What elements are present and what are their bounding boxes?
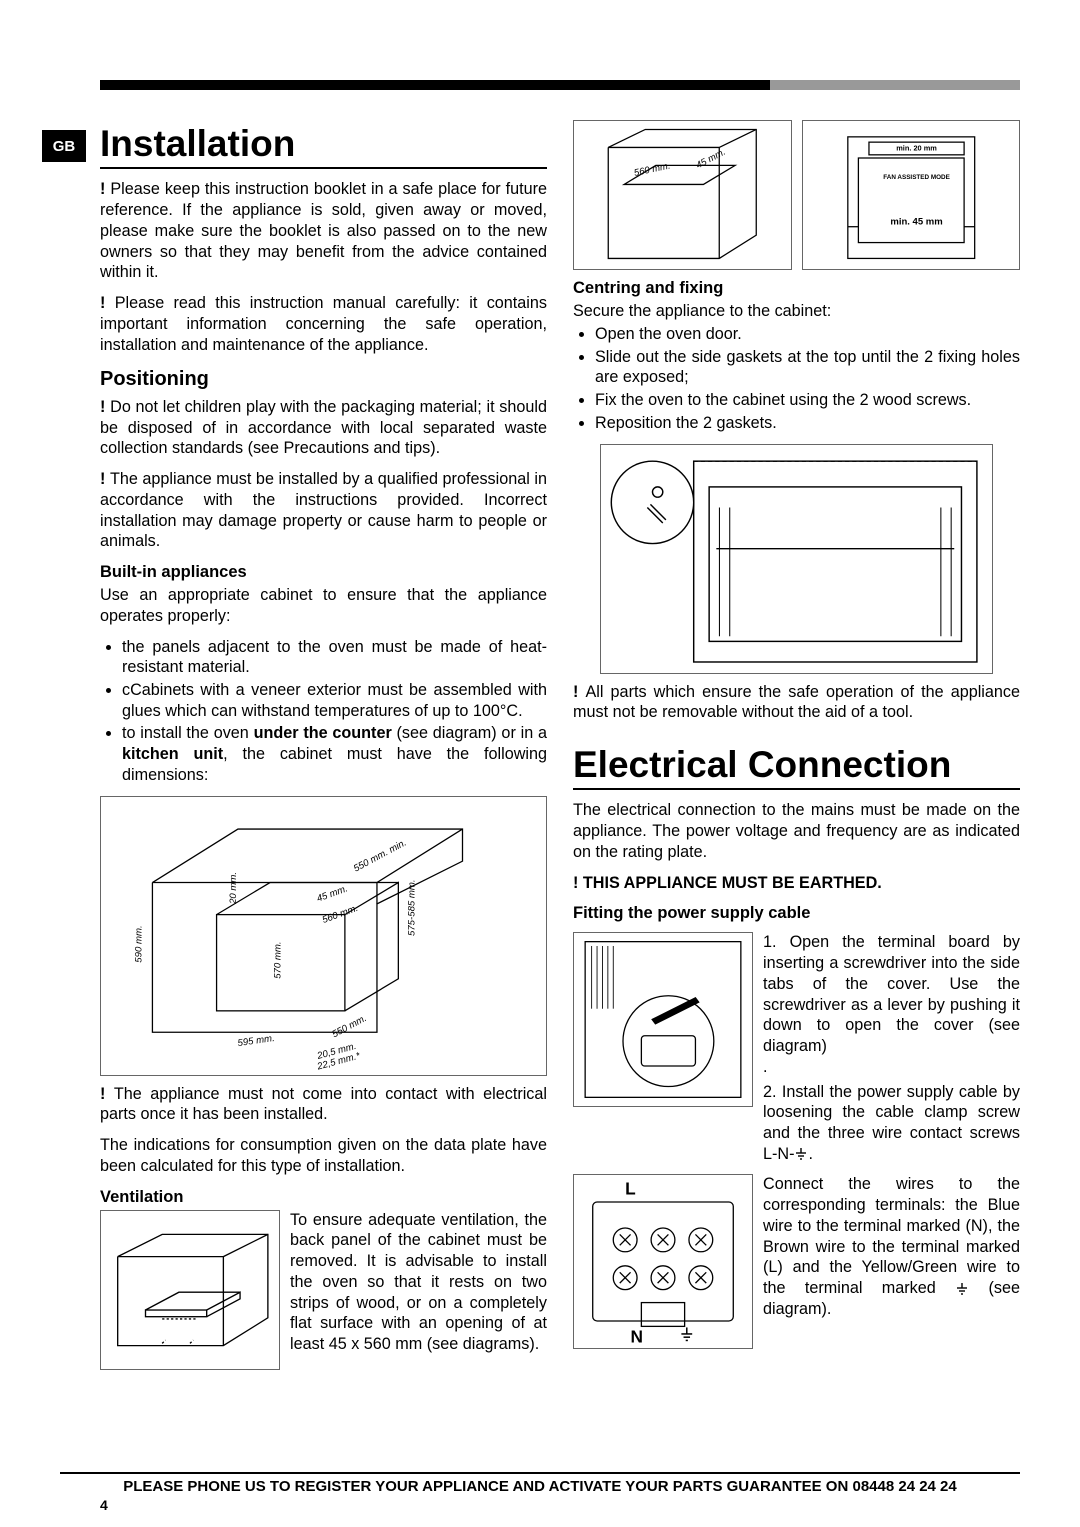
top-gap-diagrams: 560 mm. 45 mm. min. 20 mm FAN ASSISTED M…	[573, 120, 1020, 270]
electrical-intro: The electrical connection to the mains m…	[573, 800, 1020, 862]
terminal-block-2: L N Connect the wires to the correspondi…	[573, 1174, 1020, 1349]
svg-text:590 mm.: 590 mm.	[134, 925, 145, 962]
list-item: to install the oven under the counter (s…	[122, 723, 547, 785]
svg-text:550 mm.: 550 mm.	[330, 1013, 368, 1040]
oven-front-diagram	[600, 444, 993, 674]
list-item: Fix the oven to the cabinet using the 2 …	[595, 390, 1020, 411]
top-rule	[100, 80, 1020, 90]
cabinet-dimensions-diagram: 590 mm. 20 mm. 570 mm. 45 mm. 560 mm. 55…	[100, 796, 547, 1076]
list-item: Reposition the 2 gaskets.	[595, 413, 1020, 434]
svg-text:575-585 mm.: 575-585 mm.	[406, 879, 417, 936]
builtin-intro: Use an appropriate cabinet to ensure tha…	[100, 585, 547, 626]
svg-text:L: L	[625, 1179, 636, 1199]
list-item: cCabinets with a veneer exterior must be…	[122, 680, 547, 721]
list-item: the panels adjacent to the oven must be …	[122, 637, 547, 678]
svg-text:45 mm.: 45 mm.	[315, 883, 349, 904]
installation-heading: Installation	[100, 120, 547, 169]
svg-text:570 mm.: 570 mm.	[273, 941, 284, 978]
positioning-p4: The indications for consumption given on…	[100, 1135, 547, 1176]
ventilation-heading: Ventilation	[100, 1187, 547, 1208]
positioning-p2: The appliance must be installed by a qua…	[100, 469, 547, 552]
page-content: Installation Please keep this instructio…	[100, 120, 1020, 1467]
svg-text:20 mm.: 20 mm.	[228, 872, 239, 905]
intro-warning-1: Please keep this instruction booklet in …	[100, 179, 547, 283]
ventilation-block: To ensure adequate ventilation, the back…	[100, 1210, 547, 1370]
ventilation-diagram	[100, 1210, 280, 1370]
intro-warning-2: Please read this instruction manual care…	[100, 293, 547, 355]
ventilation-text: To ensure adequate ventilation, the back…	[290, 1210, 547, 1370]
svg-text:560 mm.: 560 mm.	[633, 160, 671, 178]
electrical-step2: 2. Install the power supply cable by loo…	[763, 1082, 1020, 1165]
svg-text:min. 45 mm: min. 45 mm	[890, 217, 942, 228]
svg-text:595 mm.: 595 mm.	[237, 1033, 276, 1049]
centring-heading: Centring and fixing	[573, 278, 1020, 299]
fitting-heading: Fitting the power supply cable	[573, 903, 1020, 924]
gap-diagram-1: 560 mm. 45 mm.	[573, 120, 792, 270]
terminal-block-1: 1. Open the terminal board by inserting …	[573, 932, 1020, 1164]
svg-text:FAN ASSISTED MODE: FAN ASSISTED MODE	[883, 174, 950, 181]
centring-list: Open the oven door. Slide out the side g…	[573, 324, 1020, 434]
list-item: Open the oven door.	[595, 324, 1020, 345]
svg-text:45 mm.: 45 mm.	[694, 147, 727, 172]
list-item: Slide out the side gaskets at the top un…	[595, 347, 1020, 388]
page-number: 4	[100, 1497, 108, 1513]
terminal-wiring-diagram: L N	[573, 1174, 753, 1349]
footer-text: PLEASE PHONE US TO REGISTER YOUR APPLIAN…	[60, 1472, 1020, 1495]
gap-diagram-2: min. 20 mm FAN ASSISTED MODE min. 45 mm	[802, 120, 1021, 270]
positioning-p3: The appliance must not come into contact…	[100, 1084, 547, 1125]
builtin-heading: Built-in appliances	[100, 562, 547, 583]
electrical-step1: 1. Open the terminal board by inserting …	[763, 932, 1020, 1056]
terminal-open-diagram	[573, 932, 753, 1107]
centring-after: All parts which ensure the safe operatio…	[573, 682, 1020, 723]
language-badge: GB	[42, 130, 86, 162]
svg-text:min. 20 mm: min. 20 mm	[896, 144, 937, 153]
earthed-warning: ! THIS APPLIANCE MUST BE EARTHED.	[573, 873, 1020, 894]
svg-text:560 mm.: 560 mm.	[321, 903, 360, 926]
electrical-heading: Electrical Connection	[573, 741, 1020, 790]
svg-text:N: N	[631, 1327, 643, 1347]
positioning-p1: Do not let children play with the packag…	[100, 397, 547, 459]
builtin-list: the panels adjacent to the oven must be …	[100, 637, 547, 786]
centring-intro: Secure the appliance to the cabinet:	[573, 301, 1020, 322]
electrical-step3: Connect the wires to the corresponding t…	[763, 1174, 1020, 1319]
positioning-heading: Positioning	[100, 367, 547, 393]
